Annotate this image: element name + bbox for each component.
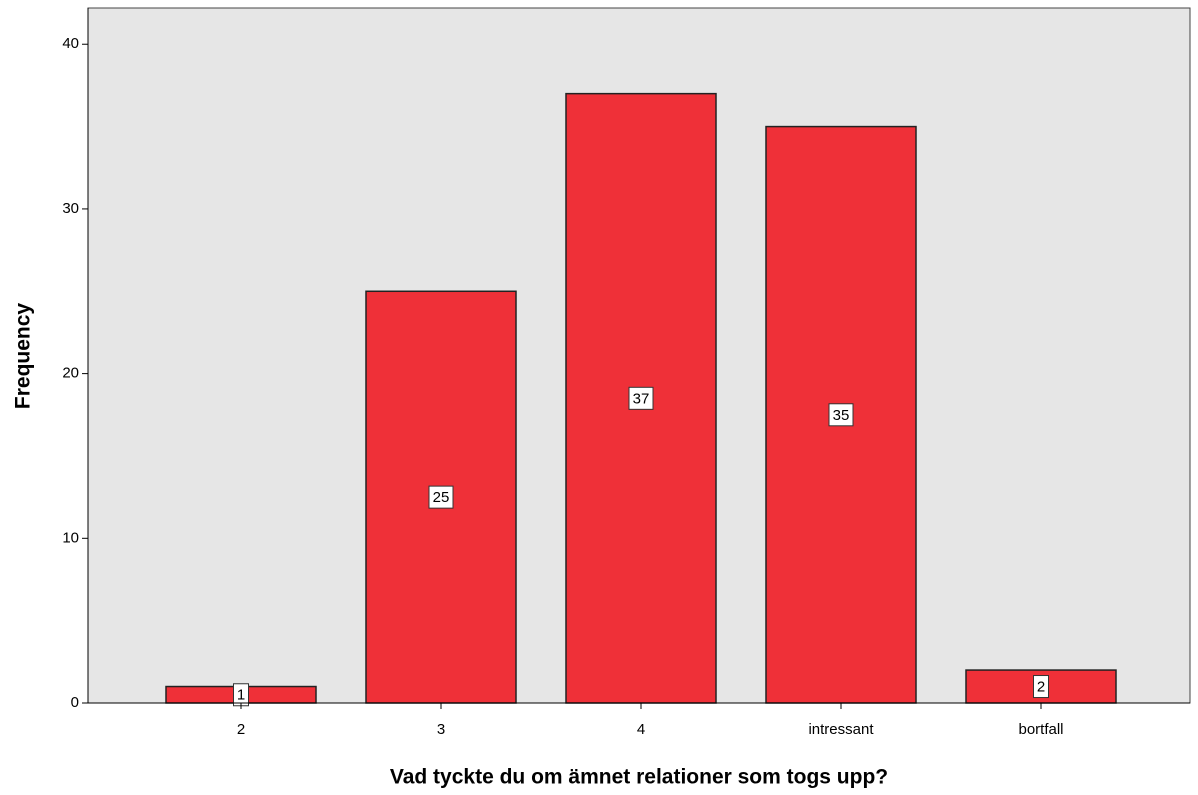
value-label-box [828, 403, 854, 427]
x-axis-title: Vad tyckte du om ämnet relationer som to… [390, 766, 888, 789]
x-tick-label: 2 [237, 721, 245, 738]
y-tick-label: 0 [71, 694, 79, 711]
y-tick-label: 40 [62, 35, 79, 52]
value-label-box [628, 386, 654, 410]
x-tick-label: 4 [637, 721, 645, 738]
value-label: 35 [833, 407, 850, 424]
x-tick-label: 3 [437, 721, 445, 738]
value-label: 37 [633, 390, 650, 407]
y-tick-label: 30 [62, 200, 79, 217]
y-axis-title: Frequency [12, 303, 35, 410]
x-tick-label: intressant [808, 721, 874, 738]
y-tick-label: 10 [62, 529, 79, 546]
value-label: 1 [237, 687, 245, 704]
x-tick-label: bortfall [1018, 721, 1063, 738]
value-label-box [1033, 675, 1049, 699]
y-tick-label: 20 [62, 365, 79, 382]
value-label-box [428, 485, 454, 509]
value-label: 2 [1037, 678, 1045, 695]
value-label: 25 [433, 489, 450, 506]
